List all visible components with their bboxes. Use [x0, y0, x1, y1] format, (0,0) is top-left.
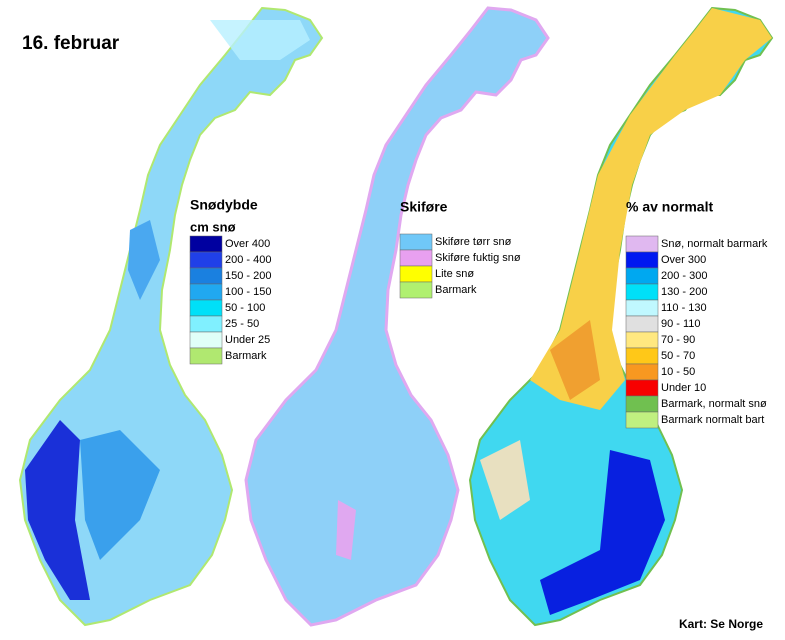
- legend-swatch: [399, 249, 433, 267]
- legend-label: Under 10: [661, 382, 706, 394]
- legend-swatch: [189, 331, 223, 349]
- legend-label: Over 400: [225, 238, 270, 250]
- legend-title: Skiføre: [400, 199, 448, 215]
- legend-swatch: [189, 299, 223, 317]
- legend-swatch: [625, 251, 659, 269]
- legend-title: Snødybde: [190, 197, 258, 213]
- legend-label: 100 - 150: [225, 286, 271, 298]
- legend-label: 25 - 50: [225, 318, 259, 330]
- legend-swatch: [189, 235, 223, 253]
- legend-swatch: [625, 267, 659, 285]
- legend-swatch: [189, 267, 223, 285]
- snow-depth-map: [19, 7, 323, 626]
- legend-swatch: [625, 411, 659, 429]
- legend-label: Barmark, normalt snø: [661, 398, 767, 410]
- legend-label: 10 - 50: [661, 366, 695, 378]
- legend-swatch: [625, 315, 659, 333]
- legend-label: Barmark: [435, 284, 477, 296]
- legend-label: Skiføre fuktig snø: [435, 252, 521, 264]
- legend-swatch: [189, 315, 223, 333]
- legend-label: Barmark: [225, 350, 267, 362]
- legends: Snødybde cm snø Over 400 200 - 400 150 - 200…: [189, 197, 768, 429]
- legend-swatch: [399, 265, 433, 283]
- legend-label: 110 - 130: [661, 302, 707, 314]
- legend-swatch: [625, 379, 659, 397]
- legend-label: 130 - 200: [661, 286, 707, 298]
- credit: Kart: Se Norge: [679, 617, 763, 631]
- legend-label: Skiføre tørr snø: [435, 236, 512, 248]
- legend-swatch: [625, 347, 659, 365]
- legend-label: 90 - 110: [661, 318, 701, 330]
- legend-swatch: [625, 331, 659, 349]
- legend-swatch: [625, 299, 659, 317]
- legend-label: 50 - 100: [225, 302, 265, 314]
- legend-title: % av normalt: [626, 199, 713, 215]
- legend-label: 150 - 200: [225, 270, 271, 282]
- percent-map: [469, 7, 773, 626]
- legend-label: 70 - 90: [661, 334, 695, 346]
- legend-label: 200 - 400: [225, 254, 271, 266]
- legend-swatch: [399, 233, 433, 251]
- legend-swatch: [625, 235, 659, 253]
- legend-label: 200 - 300: [661, 270, 707, 282]
- legend-swatch: [189, 347, 223, 365]
- legend-label: Over 300: [661, 254, 706, 266]
- legend-swatch: [189, 251, 223, 269]
- legend-swatch: [625, 283, 659, 301]
- legend-label: Lite snø: [435, 268, 474, 280]
- legend-swatch: [189, 283, 223, 301]
- legend-subtitle: cm snø: [190, 219, 236, 234]
- legend-swatch: [625, 395, 659, 413]
- legend-label: Barmark normalt bart: [661, 414, 764, 426]
- legend-label: Snø, normalt barmark: [661, 238, 768, 250]
- date-title: 16. februar: [22, 33, 120, 54]
- legend-label: Under 25: [225, 334, 270, 346]
- legend-label: 50 - 70: [661, 350, 695, 362]
- legend-swatch: [625, 363, 659, 381]
- legend-swatch: [399, 281, 433, 299]
- ski-map: [244, 6, 550, 627]
